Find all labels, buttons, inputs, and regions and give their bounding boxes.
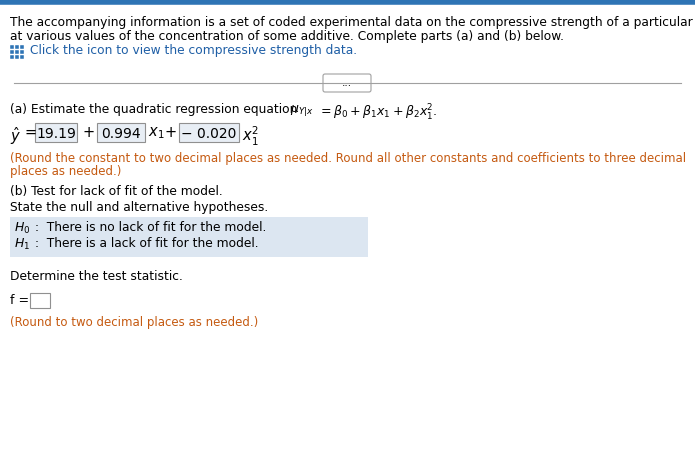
Text: $H_0$: $H_0$ <box>14 221 31 236</box>
Text: ...: ... <box>342 78 352 88</box>
Text: $= \beta_0 + \beta_1 x_1 + \beta_2 x_1^2$.: $= \beta_0 + \beta_1 x_1 + \beta_2 x_1^2… <box>318 103 438 123</box>
Bar <box>20 50 24 54</box>
Text: $\mu_{Y|x}$: $\mu_{Y|x}$ <box>290 103 313 118</box>
Text: 0.994: 0.994 <box>101 126 141 141</box>
Text: (Round to two decimal places as needed.): (Round to two decimal places as needed.) <box>10 316 259 329</box>
Text: =: = <box>24 125 36 140</box>
FancyBboxPatch shape <box>97 123 145 142</box>
Text: Click the icon to view the compressive strength data.: Click the icon to view the compressive s… <box>30 44 357 57</box>
Text: (Round the constant to two decimal places as needed. Round all other constants a: (Round the constant to two decimal place… <box>10 152 686 165</box>
Text: $x_1^2$: $x_1^2$ <box>242 125 259 148</box>
Text: $\hat{y}$: $\hat{y}$ <box>10 125 21 147</box>
Text: − 0.020: − 0.020 <box>181 126 237 141</box>
FancyBboxPatch shape <box>323 74 371 92</box>
Text: (a) Estimate the quadratic regression equation: (a) Estimate the quadratic regression eq… <box>10 103 301 116</box>
Bar <box>15 45 19 49</box>
Text: The accompanying information is a set of coded experimental data on the compress: The accompanying information is a set of… <box>10 16 695 29</box>
Text: +: + <box>82 125 94 140</box>
Text: 19.19: 19.19 <box>36 126 76 141</box>
Bar <box>10 50 14 54</box>
FancyBboxPatch shape <box>179 123 239 142</box>
Bar <box>10 45 14 49</box>
Bar <box>15 50 19 54</box>
Text: +: + <box>165 125 177 140</box>
Text: State the null and alternative hypotheses.: State the null and alternative hypothese… <box>10 201 268 214</box>
Text: $H_1$: $H_1$ <box>14 237 30 252</box>
Text: places as needed.): places as needed.) <box>10 165 122 178</box>
FancyBboxPatch shape <box>35 123 77 142</box>
Bar <box>20 55 24 59</box>
Text: $x_1$: $x_1$ <box>148 125 165 141</box>
Text: :  There is a lack of fit for the model.: : There is a lack of fit for the model. <box>35 237 259 250</box>
Text: at various values of the concentration of some additive. Complete parts (a) and : at various values of the concentration o… <box>10 30 564 43</box>
Text: (b) Test for lack of fit of the model.: (b) Test for lack of fit of the model. <box>10 185 223 198</box>
Text: f =: f = <box>10 294 29 307</box>
Bar <box>30 293 50 308</box>
Bar <box>10 55 14 59</box>
Bar <box>20 45 24 49</box>
Text: :  There is no lack of fit for the model.: : There is no lack of fit for the model. <box>35 221 266 234</box>
Text: Determine the test statistic.: Determine the test statistic. <box>10 270 183 283</box>
Bar <box>10 217 368 257</box>
Bar <box>15 55 19 59</box>
